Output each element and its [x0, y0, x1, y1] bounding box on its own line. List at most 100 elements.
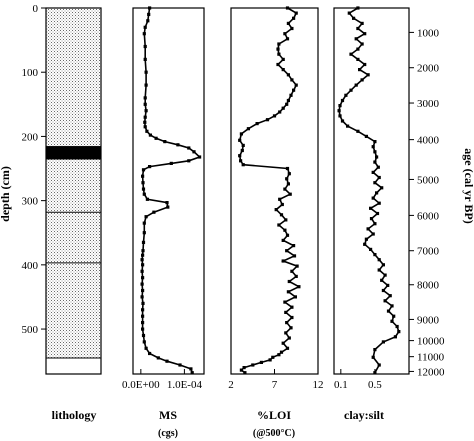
- clay-silt-point: [377, 363, 381, 367]
- ms-point: [142, 192, 146, 196]
- clay-silt-point: [354, 83, 358, 87]
- loi-point: [292, 254, 297, 258]
- clay-silt-point: [373, 181, 377, 185]
- clay-silt-xtick-label: 0.5: [368, 379, 382, 391]
- loi-point: [290, 305, 294, 309]
- loi-point: [277, 223, 281, 227]
- clay-silt-point: [373, 371, 377, 375]
- clay-silt-point: [347, 11, 351, 15]
- loi-point: [268, 358, 272, 362]
- clay-silt-point: [360, 42, 364, 46]
- clay-silt-point: [373, 140, 377, 144]
- clay-silt-point: [392, 314, 396, 318]
- loi-point: [279, 213, 284, 217]
- loi-point: [285, 321, 289, 325]
- ms-point: [176, 143, 180, 147]
- ms-point: [141, 276, 145, 280]
- ms-point: [192, 150, 196, 154]
- ms-point: [165, 359, 169, 363]
- loi-point: [292, 88, 296, 92]
- loi-point: [284, 310, 288, 314]
- loi-point: [283, 32, 287, 36]
- loi-point: [285, 177, 289, 181]
- clay-silt-point: [354, 37, 358, 41]
- loi-point: [285, 249, 289, 253]
- clay-silt-point: [390, 319, 394, 323]
- age-tick-label: 11000: [417, 352, 445, 364]
- ms-point: [141, 308, 145, 312]
- clay-silt-point: [375, 191, 379, 195]
- age-tick-label: 5000: [417, 174, 440, 186]
- clay-silt-point: [356, 6, 360, 10]
- loi-point: [285, 166, 290, 171]
- loi-point: [286, 290, 290, 294]
- age-tick-label: 10000: [417, 336, 445, 348]
- clay-silt-point: [373, 160, 377, 164]
- loi-point: [271, 355, 275, 359]
- loi-xtick-label: 7: [272, 379, 278, 391]
- clay-silt-curve: [338, 7, 400, 374]
- loi-point: [238, 138, 242, 142]
- clay-silt-point: [369, 206, 373, 210]
- loi-point: [281, 259, 285, 263]
- depth-axis-label: depth (cm): [0, 166, 12, 222]
- clay-silt-point: [371, 355, 375, 359]
- age-tick-label: 4000: [417, 135, 440, 147]
- clay-silt-point: [383, 299, 387, 303]
- loi-frame: [230, 7, 319, 375]
- clay-silt-point: [337, 109, 341, 113]
- ms-point: [143, 125, 147, 129]
- ms-point: [140, 282, 144, 286]
- ms-point: [156, 356, 160, 360]
- loi-point: [286, 98, 290, 103]
- loi-point: [285, 233, 290, 237]
- ms-subtitle: (cgs): [158, 428, 178, 439]
- loi-point: [242, 366, 246, 370]
- loi-point: [290, 269, 294, 273]
- ms-point: [143, 44, 147, 49]
- clay-silt-point: [377, 175, 381, 180]
- clay-silt-point: [381, 340, 385, 344]
- clay-silt-point: [388, 294, 392, 298]
- loi-point: [277, 42, 281, 46]
- ms-point: [143, 115, 147, 119]
- loi-point: [293, 295, 297, 299]
- clay-silt-point: [346, 124, 350, 128]
- ms-point: [145, 129, 149, 133]
- clay-silt-point: [358, 68, 362, 72]
- loi-point: [294, 274, 298, 278]
- clay-silt-point: [380, 186, 384, 190]
- loi-point: [246, 127, 250, 131]
- clay-silt-point: [360, 21, 364, 25]
- loi-xtick-label: 12: [313, 379, 324, 391]
- clay-silt-point: [349, 52, 353, 56]
- age-axis-label: age (cal yr BP): [462, 148, 474, 223]
- loi-point: [278, 110, 282, 114]
- loi-point: [284, 331, 288, 335]
- ms-point: [148, 165, 152, 169]
- clay-silt-point: [373, 253, 377, 257]
- ms-point: [178, 363, 182, 367]
- ms-point: [144, 346, 148, 350]
- age-tick-label: 3000: [417, 98, 440, 110]
- ms-point: [169, 161, 173, 165]
- ms-point: [144, 83, 148, 87]
- ms-point: [141, 249, 145, 253]
- clay-silt-point: [383, 273, 387, 277]
- ms-point: [148, 351, 152, 356]
- lithology-unit-stippled: [46, 8, 101, 147]
- clay-silt-point: [360, 78, 364, 82]
- ms-point: [166, 205, 170, 209]
- loi-point: [292, 244, 296, 248]
- loi-subtitle: (@500°C): [253, 428, 295, 439]
- loi-point: [287, 336, 291, 340]
- clay-silt-point: [338, 114, 342, 118]
- clay-silt-point: [375, 211, 380, 216]
- loi-point: [276, 47, 280, 51]
- clay-silt-point: [373, 222, 377, 226]
- loi-point: [294, 83, 298, 87]
- ms-point: [141, 263, 145, 267]
- loi-point: [285, 6, 290, 10]
- clay-silt-point: [349, 88, 353, 92]
- clay-silt-point: [371, 232, 375, 236]
